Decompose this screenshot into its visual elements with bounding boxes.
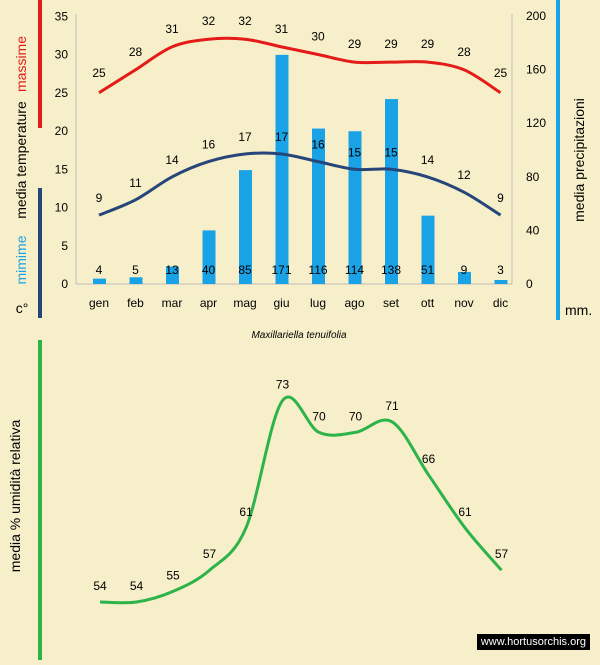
right-tick-label: 40 [526, 223, 540, 237]
precipitation-bar [129, 277, 143, 284]
max-value-label: 32 [238, 14, 252, 28]
left-tick-label: 35 [55, 9, 69, 23]
month-label: giu [273, 296, 289, 310]
max-value-label: 31 [275, 22, 289, 36]
right-tick-label: 0 [526, 277, 533, 291]
humidity-value-label: 70 [349, 409, 363, 423]
humidity-value-label: 57 [495, 547, 509, 561]
left-tick-label: 10 [55, 201, 69, 215]
max-value-label: 25 [92, 66, 106, 80]
humidity-value-label: 71 [385, 399, 399, 413]
month-label: feb [127, 296, 144, 310]
chart-caption: Maxillariella tenuifolia [251, 330, 346, 341]
max-value-label: 31 [165, 22, 179, 36]
max-temperature-line [98, 36, 502, 95]
precipitation-value-label: 40 [202, 263, 216, 277]
right-tick-label: 200 [526, 9, 546, 23]
month-label: ott [421, 296, 435, 310]
left-tick-label: 15 [55, 162, 69, 176]
month-label: nov [454, 296, 473, 310]
precipitation-bar [494, 279, 508, 284]
precipitation-bar [458, 271, 471, 284]
min-axis-title: mimime [13, 235, 29, 284]
precipitation-value-label: 51 [421, 263, 435, 277]
min-value-label: 16 [311, 138, 325, 152]
precipitation-unit: mm. [565, 302, 592, 318]
precipitation-value-label: 85 [238, 263, 252, 277]
precipitation-value-label: 9 [461, 263, 468, 277]
humidity-value-label: 73 [276, 378, 290, 392]
left-tick-label: 25 [55, 86, 69, 100]
precipitation-value-label: 3 [497, 263, 504, 277]
precipitation-bar [312, 128, 325, 284]
month-label: set [383, 296, 400, 310]
precipitation-value-label: 13 [165, 263, 179, 277]
month-label: mag [233, 296, 256, 310]
precipitation-value-label: 116 [308, 263, 327, 277]
left-tick-label: 0 [61, 277, 68, 291]
min-temperature-line [98, 151, 502, 217]
min-value-label: 12 [457, 168, 471, 182]
humidity-value-label: 70 [312, 409, 326, 423]
precipitation-value-label: 5 [132, 263, 139, 277]
humidity-value-label: 61 [239, 505, 253, 519]
max-axis-title: massime [13, 36, 29, 92]
max-value-label: 29 [348, 37, 362, 51]
month-label: lug [310, 296, 326, 310]
right-tick-label: 160 [526, 63, 546, 77]
left-tick-label: 20 [55, 124, 69, 138]
humidity-value-label: 54 [130, 579, 144, 593]
right-tick-label: 120 [526, 116, 546, 130]
min-value-label: 15 [348, 145, 362, 159]
humidity-value-label: 54 [93, 579, 107, 593]
min-value-label: 16 [202, 138, 216, 152]
min-value-label: 15 [384, 145, 398, 159]
humidity-value-label: 66 [422, 452, 436, 466]
max-value-label: 28 [457, 45, 471, 59]
precipitation-bar [93, 278, 106, 284]
precipitation-bar [421, 215, 435, 284]
humidity-value-label: 57 [203, 547, 217, 561]
precipitation-bar [202, 230, 216, 284]
temperature-unit: c° [16, 300, 29, 316]
month-label: mar [162, 296, 183, 310]
min-value-label: 11 [129, 176, 142, 190]
min-value-label: 14 [165, 153, 179, 167]
max-value-label: 25 [494, 66, 508, 80]
humidity-value-label: 61 [458, 505, 472, 519]
precipitation-value-label: 138 [381, 263, 401, 277]
precipitation-axis-title: media precipitazioni [571, 98, 587, 222]
right-tick-label: 80 [526, 170, 540, 184]
left-tick-label: 5 [61, 239, 68, 253]
humidity-value-label: 55 [166, 568, 180, 582]
max-value-label: 30 [311, 30, 325, 44]
precipitation-value-label: 4 [96, 263, 103, 277]
max-value-label: 32 [202, 14, 216, 28]
month-label: dic [493, 296, 508, 310]
humidity-line [99, 395, 503, 605]
precipitation-bar [166, 266, 179, 284]
month-label: ago [344, 296, 364, 310]
precipitation-value-label: 171 [271, 263, 291, 277]
watermark: www.hortusorchis.org [476, 634, 590, 650]
min-value-label: 9 [96, 191, 103, 205]
month-label: apr [200, 296, 217, 310]
precipitation-bar [385, 99, 398, 284]
left-tick-label: 30 [55, 48, 69, 62]
max-value-label: 28 [129, 45, 143, 59]
precipitation-bar [239, 170, 252, 284]
humidity-axis-title: media % umidità relativa [7, 420, 23, 573]
min-value-label: 17 [275, 130, 289, 144]
min-value-label: 17 [238, 130, 252, 144]
max-value-label: 29 [421, 37, 435, 51]
month-label: gen [89, 296, 109, 310]
max-value-label: 29 [384, 37, 398, 51]
precipitation-value-label: 114 [345, 263, 364, 277]
min-value-label: 14 [421, 153, 435, 167]
precipitation-bar [275, 54, 289, 284]
min-value-label: 9 [497, 191, 504, 205]
temperature-axis-title: media temperature [13, 101, 29, 219]
